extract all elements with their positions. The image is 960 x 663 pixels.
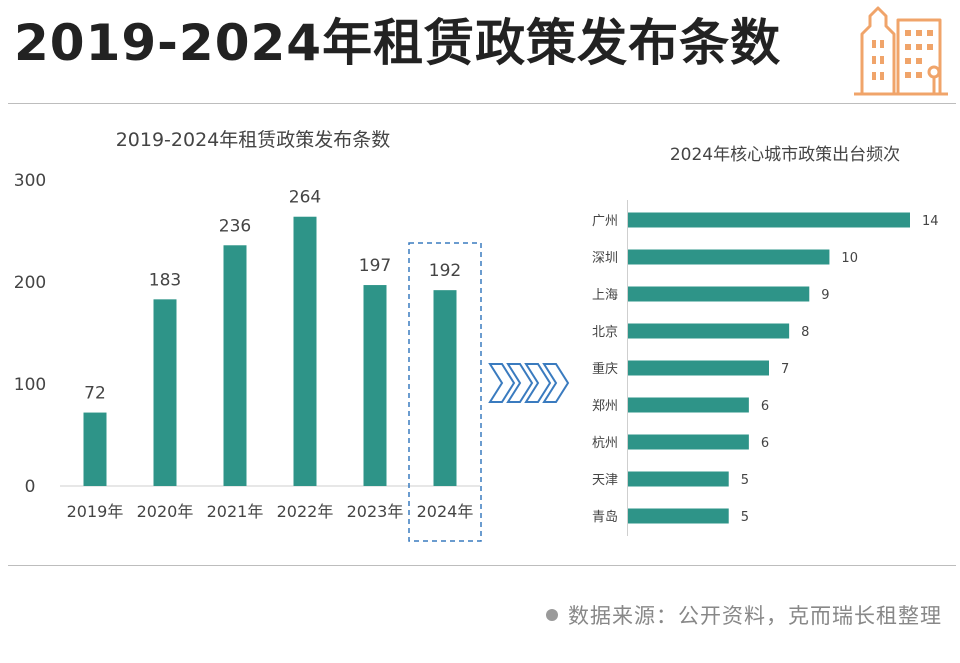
data-label: 72	[84, 384, 106, 404]
chart-title: 2019-2024年租赁政策发布条数	[116, 129, 391, 151]
data-label: 6	[761, 399, 769, 414]
data-label: 236	[219, 216, 251, 236]
data-label: 7	[781, 362, 789, 377]
y-tick-label: 青岛	[592, 509, 618, 525]
bar	[628, 323, 790, 339]
y-tick-label: 200	[14, 273, 46, 293]
header-divider	[8, 103, 956, 104]
chevron-arrows-icon	[488, 363, 570, 403]
bar	[433, 290, 457, 486]
bar	[628, 249, 830, 265]
y-tick-label: 郑州	[592, 399, 618, 414]
data-label: 5	[741, 510, 749, 525]
y-tick-label: 北京	[592, 325, 618, 340]
data-label: 6	[761, 436, 769, 451]
policy-count-bar-chart: 2019-2024年租赁政策发布条数 0 100 200 300 72 2019年 183 20…	[14, 129, 482, 542]
highlight-box	[408, 242, 482, 542]
y-tick-label: 上海	[592, 288, 618, 303]
y-tick-label: 重庆	[592, 361, 618, 377]
bar	[153, 299, 177, 486]
page-title: 2019-2024年租赁政策发布条数	[14, 14, 782, 72]
building-logo-icon	[854, 6, 948, 96]
bar	[628, 434, 749, 450]
y-tick-label: 300	[14, 171, 46, 191]
x-tick-label: 2020年	[137, 502, 194, 521]
data-label: 10	[841, 251, 858, 266]
bar	[628, 286, 810, 302]
x-tick-label: 2023年	[347, 502, 404, 521]
data-label: 183	[149, 270, 181, 290]
bar	[628, 397, 749, 413]
y-tick-label: 100	[14, 375, 46, 395]
y-tick-label: 0	[25, 477, 36, 497]
x-tick-label: 2022年	[277, 502, 334, 521]
y-tick-label: 天津	[592, 473, 618, 488]
x-tick-label: 2019年	[67, 502, 124, 521]
data-label: 5	[741, 473, 749, 488]
bar	[83, 412, 107, 486]
data-label: 197	[359, 256, 391, 276]
bar	[628, 212, 910, 228]
footer-divider	[8, 565, 956, 566]
data-label: 9	[821, 288, 829, 303]
data-label: 14	[922, 214, 939, 229]
bar	[628, 508, 729, 524]
x-tick-label: 2021年	[207, 502, 264, 521]
data-source-text: 数据来源：公开资料，克而瑞长租整理	[568, 604, 942, 628]
bullet-icon	[546, 609, 558, 621]
data-source: 数据来源：公开资料，克而瑞长租整理	[546, 600, 942, 630]
bar	[293, 216, 317, 486]
bar	[223, 245, 247, 486]
bar	[363, 285, 387, 486]
data-label: 192	[429, 261, 461, 281]
bar	[628, 471, 729, 487]
bar	[628, 360, 769, 376]
data-label: 8	[801, 325, 809, 340]
y-tick-label: 深圳	[592, 251, 618, 266]
data-label: 264	[289, 188, 321, 208]
x-tick-label: 2024年	[417, 502, 474, 521]
chart-title: 2024年核心城市政策出台频次	[670, 145, 900, 165]
y-tick-label: 广州	[592, 214, 618, 229]
y-tick-label: 杭州	[592, 436, 618, 451]
